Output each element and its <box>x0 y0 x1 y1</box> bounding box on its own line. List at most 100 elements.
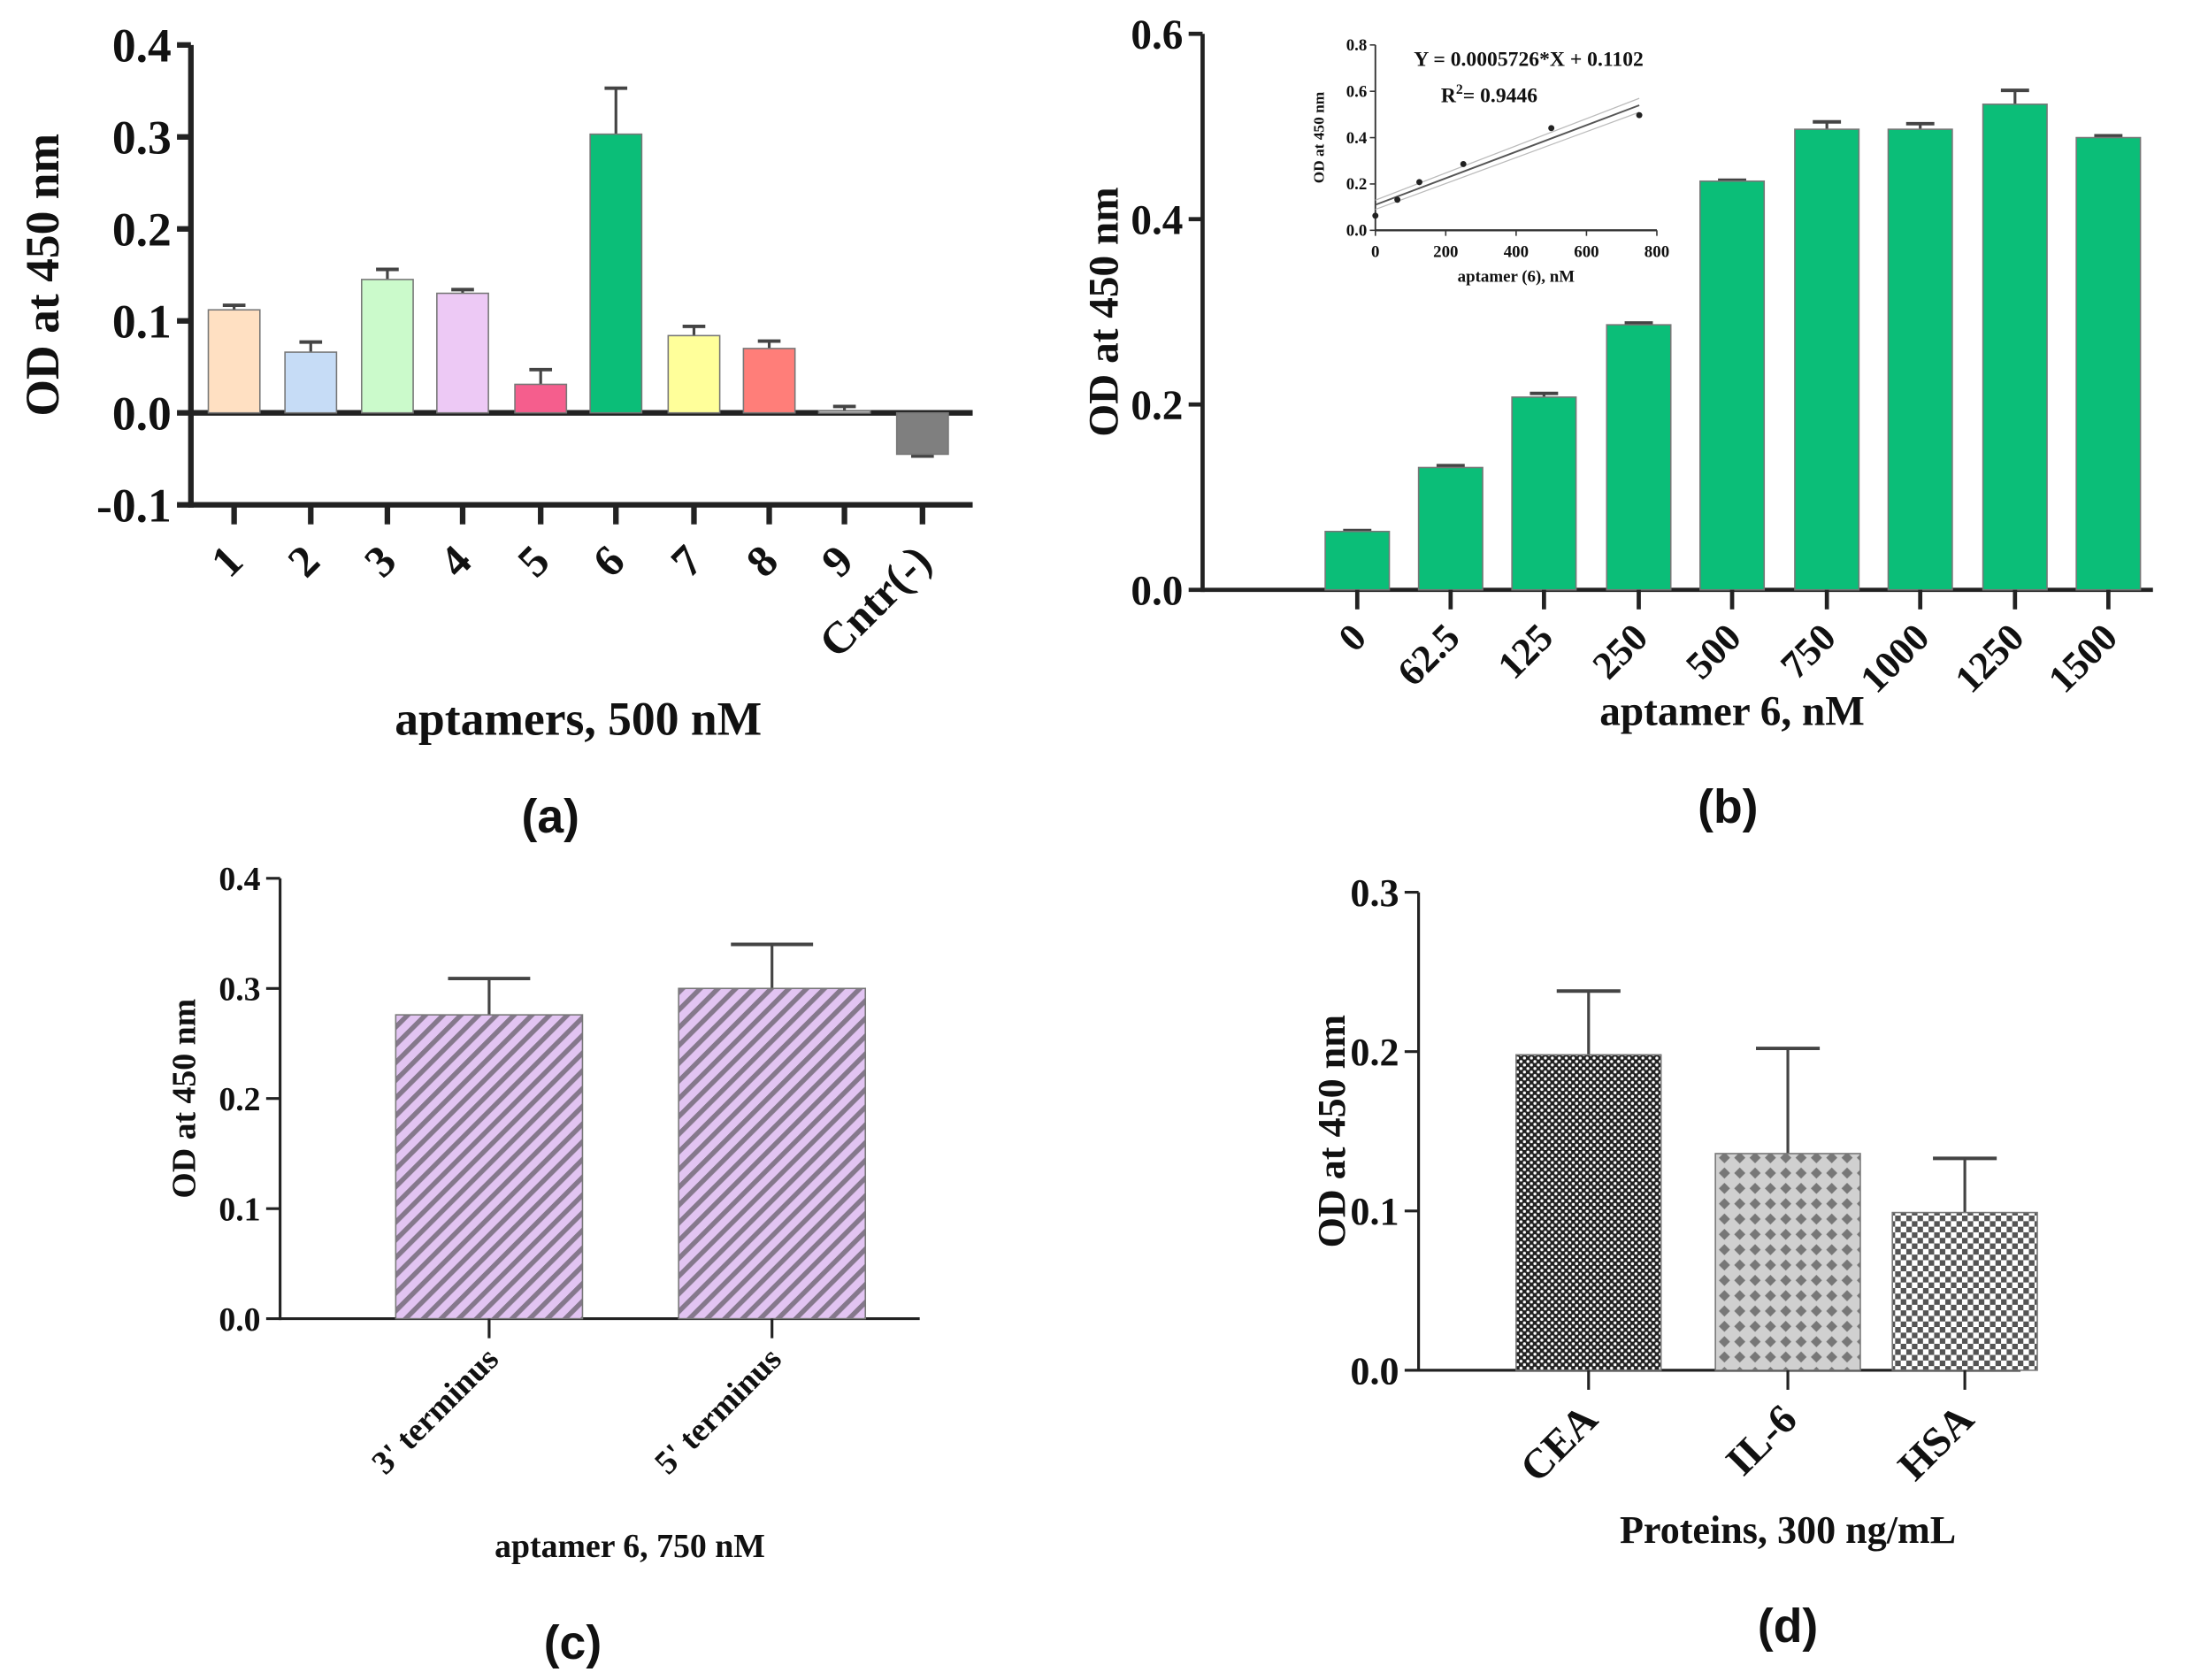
inset-x-tick-label: 800 <box>1644 242 1669 261</box>
x-axis-label: aptamer 6, 750 nM <box>494 1528 765 1565</box>
bar-250 <box>1606 324 1672 591</box>
inset-y-tick-label: 0.8 <box>1346 36 1368 55</box>
inset-x-tick-label: 0 <box>1371 242 1379 261</box>
y-tick-label: 0.2 <box>218 1081 260 1118</box>
bar-1500 <box>2075 136 2142 591</box>
confidence-band-lower <box>1375 111 1640 211</box>
bar-IL-6 <box>1714 1153 1861 1371</box>
x-tick-label: 5' terminus <box>648 1340 789 1482</box>
x-tick-label: 2 <box>278 535 328 586</box>
x-tick-label: 5 <box>508 535 558 586</box>
x-tick-label: 7 <box>661 535 711 586</box>
fit-line <box>1375 104 1640 206</box>
x-axis-label: Proteins, 300 ng/mL <box>1620 1508 1956 1552</box>
y-tick-label: 0.4 <box>1131 197 1183 243</box>
x-tick-label: 250 <box>1584 616 1656 687</box>
x-tick-label: IL-6 <box>1718 1396 1806 1484</box>
inset-y-tick-label: 0.6 <box>1346 82 1368 101</box>
x-tick-label: 750 <box>1772 616 1844 687</box>
data-point <box>1636 111 1643 119</box>
bar-4 <box>436 292 489 414</box>
y-tick-label: 0.2 <box>1350 1031 1399 1074</box>
inset-x-tick-label: 400 <box>1504 242 1529 261</box>
bar-2 <box>284 351 338 414</box>
x-axis-label: aptamers, 500 nM <box>395 693 762 746</box>
inset-y-tick-label: 0.0 <box>1346 222 1368 241</box>
x-tick-label: 500 <box>1677 616 1749 687</box>
panel-a-chart: -0.1 0.0 0.1 0.2 0.3 0.4 OD at 450 nm 1 2 3 4 5 6 7 8 9… <box>16 19 973 843</box>
data-point <box>1548 125 1555 132</box>
panel-b-chart: 0.0 0.2 0.4 0.6 OD at 450 nm 0 62.5 125 250 500 75… <box>1081 12 2153 833</box>
y-axis-label: OD at 450 nm <box>166 999 203 1199</box>
y-tick-label: 0.0 <box>1350 1349 1399 1392</box>
bar-500 <box>1699 180 1766 591</box>
x-tick-label: 62.5 <box>1389 616 1468 694</box>
data-point <box>1372 212 1379 219</box>
y-tick-label: 0.1 <box>112 295 172 348</box>
inset-x-tick-label: 200 <box>1433 242 1458 261</box>
panel-label: (b) <box>1698 781 1758 833</box>
bar-6 <box>589 133 643 414</box>
y-tick-label: 0.0 <box>1131 568 1183 614</box>
bar-750 <box>1794 128 1860 591</box>
x-tick-label: 3' terminus <box>364 1340 506 1482</box>
y-tick-label: 0.0 <box>112 387 172 440</box>
bar-1250 <box>1982 104 2048 591</box>
x-tick-label: 6 <box>583 535 633 586</box>
y-tick-label: 0.3 <box>1350 871 1399 915</box>
bar-62.5 <box>1417 466 1484 591</box>
y-tick-label: 0.0 <box>218 1301 260 1339</box>
y-tick-label: 0.3 <box>112 111 172 165</box>
y-tick-label: 0.1 <box>218 1191 260 1228</box>
r-squared: R2= 0.9446 <box>1441 82 1537 107</box>
x-tick-label: 1000 <box>1852 616 1937 702</box>
bar-1000 <box>1887 128 1953 591</box>
bar-5' terminus <box>678 987 867 1320</box>
y-axis-label: OD at 450 nm <box>16 134 69 417</box>
y-tick-label: 0.3 <box>218 970 260 1008</box>
data-point <box>1416 179 1422 186</box>
x-tick-label: 9 <box>812 535 862 586</box>
bar-9 <box>817 410 871 414</box>
y-tick-label: 0.4 <box>112 19 172 73</box>
bar-3' terminus <box>395 1014 584 1320</box>
y-tick-label: 0.6 <box>1131 12 1183 58</box>
bar-125 <box>1511 396 1577 591</box>
x-tick-label: CEA <box>1512 1396 1606 1491</box>
panel-label: (c) <box>544 1617 602 1669</box>
bar-5 <box>514 383 568 414</box>
panel-label: (d) <box>1758 1600 1818 1653</box>
x-tick-label: 1500 <box>2040 616 2126 702</box>
y-tick-label: 0.1 <box>1350 1190 1399 1233</box>
y-tick-label: 0.2 <box>1131 383 1183 429</box>
y-tick-label: 0.4 <box>218 861 260 898</box>
x-tick-label: 3 <box>355 535 405 586</box>
bar-7 <box>667 334 721 414</box>
inset-y-tick-label: 0.4 <box>1346 129 1368 148</box>
confidence-band-upper <box>1375 97 1640 201</box>
panel-label: (a) <box>521 791 579 843</box>
x-tick-label: 125 <box>1490 616 1561 687</box>
x-tick-label: 4 <box>430 535 480 586</box>
y-axis-label: OD at 450 nm <box>1310 1015 1353 1247</box>
y-tick-label: -0.1 <box>96 479 172 532</box>
panel-b-inset-chart: 0.0 0.2 0.4 0.6 0.8 0 200 400 600 800 OD at 450 nm… <box>1310 36 1669 286</box>
panel-d-chart: 0.0 0.1 0.2 0.3 OD at 450 nm CEA IL-6 HSA Protei… <box>1310 871 2038 1653</box>
x-tick-label: 0 <box>1330 616 1375 660</box>
bar-1 <box>207 309 261 414</box>
inset-y-tick-label: 0.2 <box>1346 175 1368 194</box>
bar-Cntr(-) <box>895 411 949 456</box>
bar-8 <box>742 348 796 414</box>
fit-equation: Y = 0.0005726*X + 0.1102 <box>1414 48 1644 71</box>
inset-x-axis-label: aptamer (6), nM <box>1458 268 1576 287</box>
inset-x-tick-label: 600 <box>1574 242 1598 261</box>
inset-y-axis-label: OD at 450 nm <box>1310 91 1327 183</box>
panel-c-chart: 0.0 0.1 0.2 0.3 0.4 OD at 450 nm 3' terminus 5'… <box>166 861 920 1669</box>
bar-HSA <box>1891 1211 2038 1371</box>
data-point <box>1394 196 1401 203</box>
bar-3 <box>360 279 414 414</box>
y-axis-label: OD at 450 nm <box>1081 187 1127 436</box>
x-tick-label: HSA <box>1890 1396 1982 1489</box>
data-point <box>1460 160 1467 167</box>
